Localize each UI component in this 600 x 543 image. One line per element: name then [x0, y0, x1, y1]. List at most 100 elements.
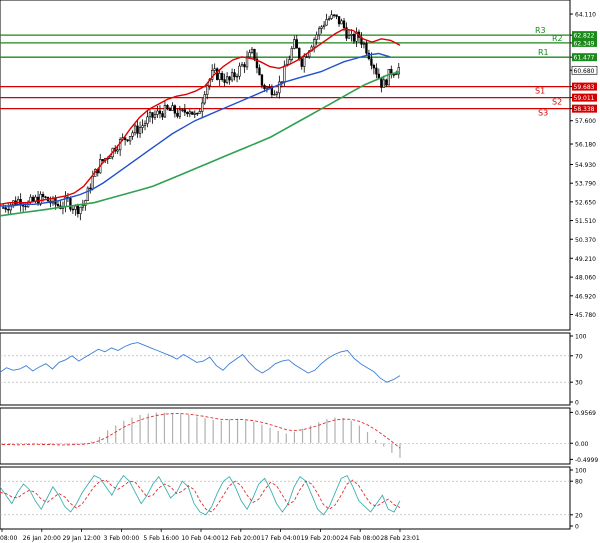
candle-body	[151, 112, 154, 118]
candle-body	[342, 20, 346, 28]
candle-body	[330, 14, 333, 19]
candle-body	[131, 132, 134, 137]
pivot-name-s2: S2	[552, 98, 562, 107]
price-tick-label: 56.180	[575, 142, 596, 149]
candle-body	[163, 104, 167, 118]
candle-body	[347, 35, 351, 39]
candle-body	[280, 81, 284, 83]
candle-body	[325, 19, 328, 26]
stoch-signal-line	[0, 479, 401, 513]
candle-body	[79, 206, 82, 215]
candle-body	[362, 43, 366, 45]
candle-body	[146, 116, 149, 124]
candle-body	[275, 92, 279, 95]
time-tick-label: 28 Feb 23:01	[380, 535, 420, 542]
candle-body	[218, 72, 221, 80]
price-tick-label: 46.920	[575, 293, 596, 300]
candle-body	[313, 39, 316, 48]
candle-body	[91, 176, 94, 190]
candle-body	[203, 94, 206, 104]
pivot-levels: R3 62.822 R2 62.349 R1 61.477 S1 59.683 S2 59.011…	[0, 26, 598, 118]
candle-body	[263, 85, 266, 89]
tick-label: 0	[575, 524, 579, 531]
candle-body	[16, 199, 20, 205]
tick-label: 100	[575, 468, 587, 475]
price-tick-label: 53.790	[575, 181, 596, 188]
candle-body	[320, 26, 323, 29]
time-tick-label: 5 Feb 16:00	[143, 535, 179, 542]
stochastic-axis: 100 80 20 0	[0, 468, 587, 531]
candle-body	[375, 67, 378, 75]
tick-label: 0	[575, 400, 579, 407]
candle-body	[2, 207, 5, 209]
candle-body	[235, 75, 239, 78]
price-tick-label: 64.110	[575, 12, 596, 19]
candle-body	[223, 79, 226, 83]
candle-body	[382, 79, 386, 88]
candle-body	[176, 112, 179, 117]
price-tick-label: 57.600	[575, 118, 596, 125]
candle-body	[380, 78, 383, 88]
candle-body	[7, 208, 10, 211]
candle-body	[143, 123, 147, 126]
candle-body	[21, 205, 25, 207]
candle-body	[109, 156, 112, 160]
candle-body	[133, 125, 137, 134]
candle-body	[290, 48, 293, 60]
candle-body	[258, 67, 261, 76]
candle-body	[385, 79, 388, 86]
candle-body	[116, 149, 119, 152]
pivot-name-r2: R2	[552, 34, 563, 43]
candle-body	[298, 47, 301, 60]
rsi-axis: 100 70 30 0	[0, 334, 587, 407]
candle-body	[240, 64, 244, 67]
candle-body	[41, 194, 45, 198]
candle-body	[128, 136, 132, 142]
candle-body	[332, 14, 336, 16]
candle-body	[335, 14, 338, 17]
time-tick-label: 26 Jan 20:00	[23, 535, 61, 542]
candle-body	[387, 68, 390, 86]
candle-body	[74, 205, 77, 210]
time-tick-label: 3 Feb 00:00	[104, 535, 140, 542]
candle-body	[327, 18, 331, 20]
candle-body	[69, 198, 72, 210]
rsi-line	[0, 342, 401, 383]
time-axis: 08:00 26 Jan 20:00 29 Jan 12:00 3 Feb 00:00…	[0, 529, 420, 542]
candle-body	[136, 125, 139, 134]
candle-body	[86, 187, 89, 201]
time-tick-label: 17 Feb 04:00	[261, 535, 301, 542]
candle-body	[138, 127, 142, 134]
macd-axis: 0.9569 0.00 -0.4999	[0, 410, 598, 464]
candle-body	[29, 196, 32, 203]
moving-averages	[0, 28, 401, 217]
candle-body	[183, 109, 187, 113]
pivot-name-r1: R1	[538, 48, 549, 57]
candle-body	[44, 196, 47, 198]
candle-body	[230, 72, 234, 81]
rsi-indicator	[0, 342, 401, 383]
candle-body	[308, 50, 311, 57]
rsi-panel-frame	[0, 332, 571, 406]
candle-body	[365, 43, 368, 54]
candle-body	[238, 65, 241, 77]
ma-slow-line	[0, 70, 401, 217]
candle-body	[24, 205, 27, 208]
candle-body	[250, 48, 254, 53]
price-tick-label: 51.510	[575, 218, 596, 225]
macd-signal-line	[2, 413, 401, 449]
price-tick-label: 48.060	[575, 275, 596, 282]
candle-body	[153, 114, 157, 118]
time-tick-label: 10 Feb 04:00	[181, 535, 221, 542]
candle-body	[260, 74, 264, 86]
stoch-main-line	[0, 474, 401, 516]
pivot-price-label: 62.349	[574, 40, 595, 47]
candle-body	[283, 65, 286, 82]
candle-body	[337, 16, 341, 25]
pivot-price-label: 61.477	[574, 55, 595, 62]
candle-body	[355, 31, 358, 42]
tick-label: 0.9569	[575, 410, 596, 417]
candle-body	[392, 74, 395, 76]
candle-body	[340, 20, 343, 25]
